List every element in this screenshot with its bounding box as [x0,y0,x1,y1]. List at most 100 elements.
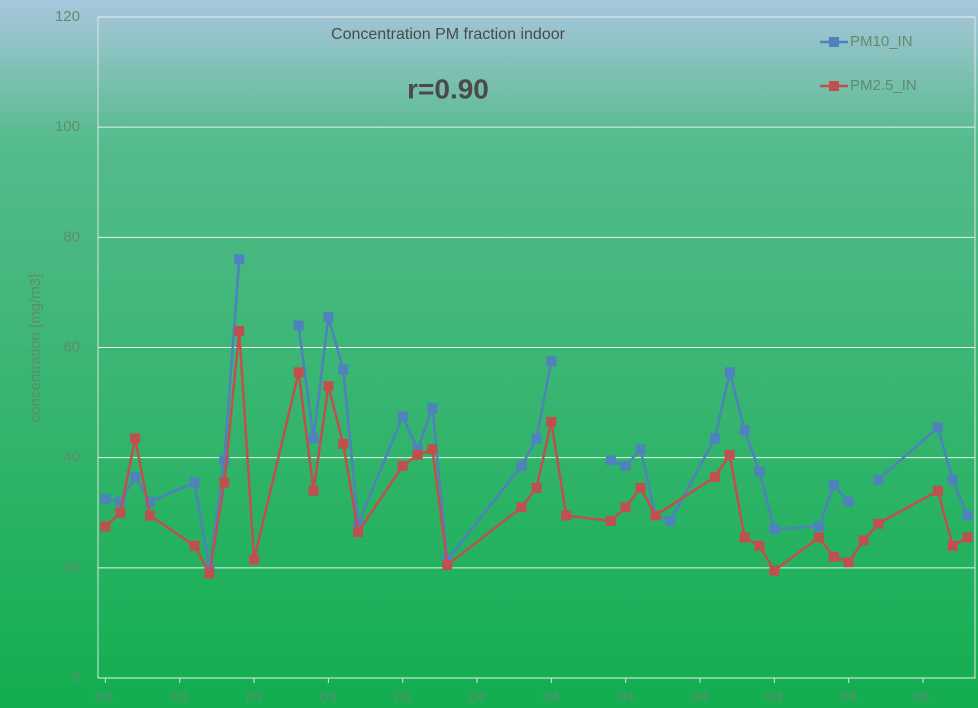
point [353,527,364,538]
point [308,433,319,444]
point [442,560,453,571]
point [962,532,973,543]
x-tick-label: 04 [840,689,857,706]
x-tick-label: 04 [543,689,560,706]
point [323,381,334,392]
point [189,540,200,551]
point [338,364,349,375]
annotation: r=0.90 [407,73,489,104]
point [843,496,854,507]
point [145,510,156,521]
point [769,565,780,576]
x-tick-label: 04 [692,689,709,706]
x-tick-label: 05. [913,689,934,706]
point [754,540,765,551]
point [739,532,750,543]
point [308,485,319,496]
point [561,510,572,521]
point [412,449,423,460]
y-tick-label: 80 [63,228,80,245]
point [546,356,557,367]
x-tick-label: 03 [171,689,188,706]
point [620,502,631,513]
point [397,411,408,422]
y-tick-label: 100 [55,118,80,135]
point [605,516,616,527]
point [709,433,720,444]
point [813,532,824,543]
point [145,496,156,507]
point [947,474,958,485]
y-tick-label: 60 [63,338,80,355]
point [130,471,141,482]
point [709,471,720,482]
point [932,485,943,496]
point [828,480,839,491]
point [516,460,527,471]
y-axis-label: concentration [mg/m3] [27,274,44,422]
x-tick-label: 03. [95,689,116,706]
point [130,433,141,444]
point [293,367,304,378]
y-tick-label: 0 [72,669,80,686]
point [947,540,958,551]
point [635,444,646,455]
point [249,554,260,565]
point [531,482,542,493]
point [620,460,631,471]
point [219,455,230,466]
point [813,521,824,532]
point [427,444,438,455]
point [323,312,334,323]
point [100,493,111,504]
legend-label: PM10_IN [850,33,913,50]
x-tick-label: 04 [766,689,783,706]
legend-marker [829,37,839,47]
y-tick-label: 20 [63,559,80,576]
point [962,510,973,521]
x-tick-label: 03 [246,689,263,706]
point [843,557,854,568]
point [412,444,423,455]
point [338,438,349,449]
legend-label: PM2.5_IN [850,77,917,94]
point [293,320,304,331]
point [397,460,408,471]
point [739,425,750,436]
x-tick-label: 04 [617,689,634,706]
point [754,466,765,477]
x-tick-label: 03 [320,689,337,706]
x-tick-label: 04 [469,689,486,706]
point [531,433,542,444]
point [546,416,557,427]
x-tick-label: 03 [394,689,411,706]
point [100,521,111,532]
y-tick-label: 120 [55,8,80,25]
series-line [105,259,969,569]
point [115,496,126,507]
y-tick-label: 40 [63,449,80,466]
point [189,477,200,488]
point [635,482,646,493]
point [605,455,616,466]
point [858,535,869,546]
point [516,502,527,513]
point [665,516,676,527]
point [115,507,126,518]
point [769,524,780,535]
point [219,477,230,488]
legend-marker [829,81,839,91]
point [828,551,839,562]
chart-title: Concentration PM fraction indoor [331,26,566,43]
point [650,510,661,521]
point [932,422,943,433]
point [234,254,245,265]
point [204,568,215,579]
point [353,518,364,529]
point [234,325,245,336]
point [873,518,884,529]
point [724,449,735,460]
point [873,474,884,485]
